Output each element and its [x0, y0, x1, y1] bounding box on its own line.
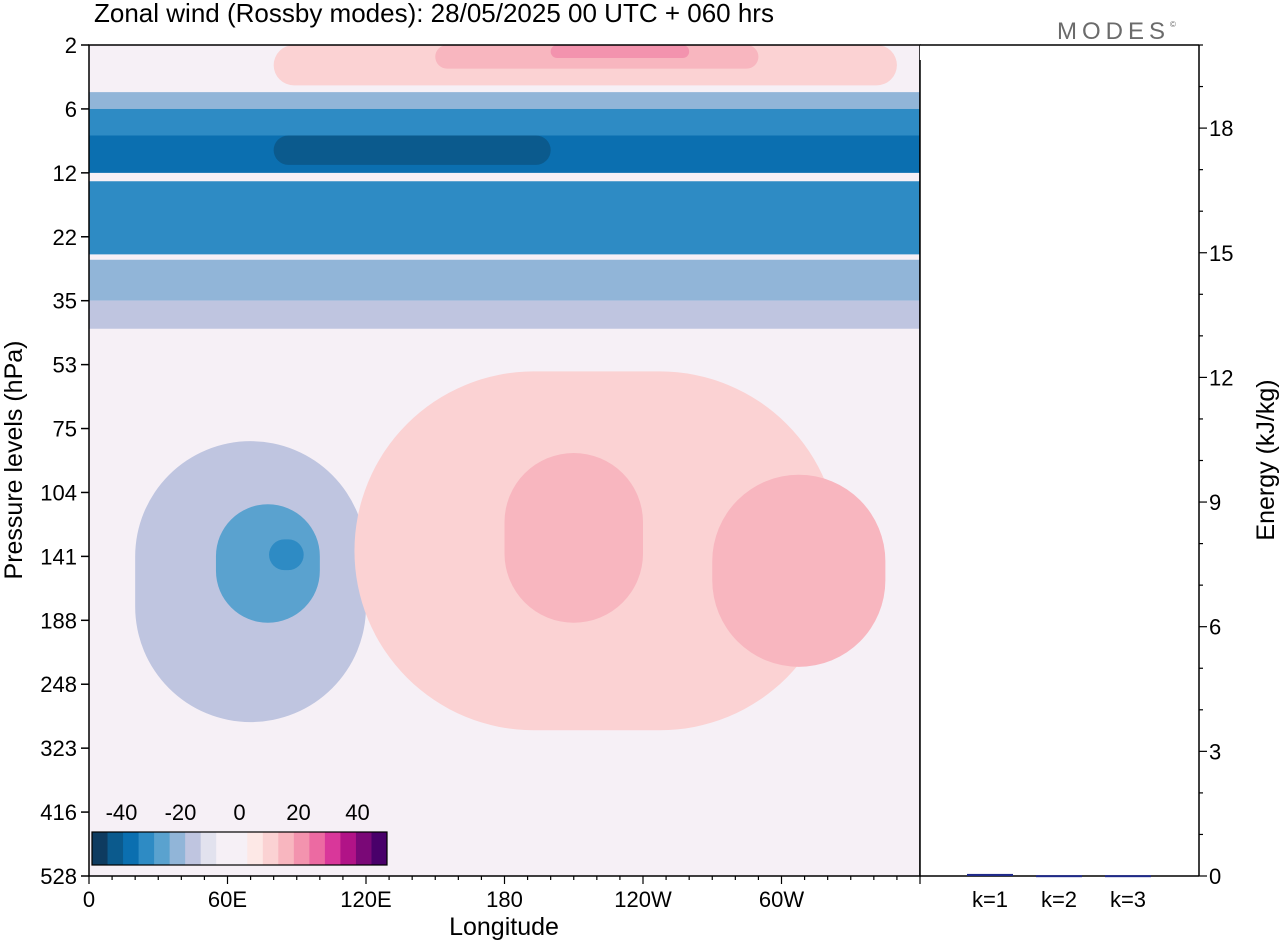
- contour-region-12: [269, 539, 304, 571]
- energy-tick-label: 9: [1209, 490, 1221, 515]
- y-tick-label: 75: [53, 417, 77, 442]
- colorbar-bin: [138, 832, 155, 865]
- colorbar-tick-label: 20: [286, 800, 310, 825]
- colorbar-bin: [231, 832, 248, 865]
- y-tick-label: 6: [65, 97, 77, 122]
- contour-region-8: [89, 259, 920, 301]
- energy-bar: [1105, 875, 1151, 878]
- colorbar-tick-label: 0: [233, 800, 245, 825]
- energy-panel: k=1 k=2 k=3 0 3 6 9 12 15 18: [919, 44, 1233, 912]
- energy-tick-label: 15: [1209, 241, 1233, 266]
- pressure-axis: 2 6 12 22 35 53 75 104 141 188 248 323 416 528: [40, 33, 89, 889]
- colorbar-bin: [200, 832, 217, 865]
- modes-logo-text: MODES: [1057, 18, 1171, 45]
- energy-category-label: k=1: [972, 887, 1008, 912]
- x-axis-label: Longitude: [449, 913, 559, 941]
- energy-bar: [967, 873, 1013, 876]
- longitude-axis: 0 60E 120E 180 120W 60W: [83, 876, 921, 912]
- x-tick-label: 120W: [614, 887, 672, 912]
- contour-region-6: [273, 135, 551, 165]
- y-tick-label: 53: [53, 353, 77, 378]
- y-tick-label: 104: [40, 480, 77, 505]
- contour-region-14: [504, 453, 643, 623]
- contour-region-3: [89, 92, 920, 109]
- colorbar-bin: [123, 832, 140, 865]
- y-tick-label: 35: [53, 289, 77, 314]
- modes-logo: MODES©: [1057, 18, 1176, 46]
- colorbar-bin: [169, 832, 186, 865]
- x-tick-label: 120E: [340, 887, 391, 912]
- colorbar-bin: [154, 832, 171, 865]
- energy-bar: [1036, 875, 1082, 878]
- colorbar-bin: [107, 832, 124, 865]
- energy-tick-label: 12: [1209, 365, 1233, 390]
- y-tick-label: 248: [40, 672, 77, 697]
- colorbar-bin: [185, 832, 202, 865]
- y-tick-label: 528: [40, 864, 77, 889]
- colorbar-tick-label: -20: [165, 800, 197, 825]
- y-tick-label: 2: [65, 33, 77, 58]
- contour-region-9: [89, 300, 920, 329]
- colorbar-bin: [216, 832, 233, 865]
- x-tick-label: 0: [83, 887, 95, 912]
- energy-axis: 0 3 6 9 12 15 18: [1199, 44, 1233, 889]
- energy-tick-label: 6: [1209, 615, 1221, 640]
- colorbar-bin: [340, 832, 357, 865]
- energy-tick-label: 3: [1209, 739, 1221, 764]
- colorbar-bin: [309, 832, 326, 865]
- energy-tick-label: 18: [1209, 116, 1233, 141]
- contour-region-7: [89, 181, 920, 255]
- energy-bars: k=1 k=2 k=3: [967, 873, 1151, 912]
- energy-background: [920, 45, 1199, 876]
- modes-logo-mark: ©: [1170, 20, 1176, 29]
- colorbar-bin: [324, 832, 341, 865]
- colorbar-bin: [355, 832, 372, 865]
- colorbar-tick-label: 40: [345, 800, 369, 825]
- heatmap-panel: [88, 44, 921, 877]
- y-tick-label: 188: [40, 608, 77, 633]
- energy-category-label: k=3: [1110, 887, 1146, 912]
- colorbar-tick-label: -40: [106, 800, 138, 825]
- colorbar-bin: [247, 832, 264, 865]
- y-axis-label: Pressure levels (hPa): [0, 341, 28, 580]
- y-tick-label: 416: [40, 800, 77, 825]
- y-tick-label: 141: [40, 544, 77, 569]
- chart-title: Zonal wind (Rossby modes): 28/05/2025 00…: [94, 0, 774, 28]
- colorbar-bin: [278, 832, 295, 865]
- y-tick-label: 12: [53, 161, 77, 186]
- colorbar-frame: [91, 831, 388, 866]
- colorbar-bin: [262, 832, 279, 865]
- contour-region-11: [215, 504, 320, 623]
- y-tick-label: 22: [53, 225, 77, 250]
- y-tick-label: 323: [40, 736, 77, 761]
- contour-region-2: [550, 45, 690, 58]
- colorbar: -40 -20 0 20 40: [91, 800, 388, 866]
- x-tick-label: 60W: [759, 887, 804, 912]
- energy-axis-label: Energy (kJ/kg): [1252, 379, 1280, 540]
- colorbar-bin: [371, 832, 388, 865]
- x-tick-label: 180: [486, 887, 523, 912]
- energy-category-label: k=2: [1041, 887, 1077, 912]
- colorbar-bin: [293, 832, 310, 865]
- x-tick-label: 60E: [208, 887, 247, 912]
- contour-region-15: [712, 474, 886, 667]
- energy-tick-label: 0: [1209, 864, 1221, 889]
- heatmap-fields: [89, 45, 920, 731]
- colorbar-bin: [92, 832, 109, 865]
